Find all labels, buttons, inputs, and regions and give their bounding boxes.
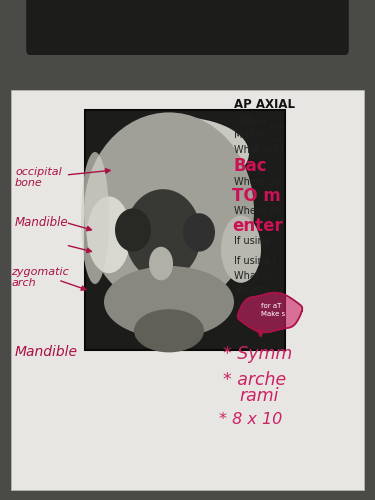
Polygon shape — [238, 292, 302, 333]
Text: enter: enter — [232, 217, 283, 235]
Ellipse shape — [125, 189, 201, 280]
Text: * Symm: * Symm — [223, 345, 292, 363]
Text: If using I: If using I — [234, 256, 276, 266]
Text: MSP is ___: MSP is ___ — [234, 130, 284, 140]
Ellipse shape — [149, 247, 173, 280]
Text: for aT
Make s: for aT Make s — [261, 304, 285, 316]
Text: zygomatic
arch: zygomatic arch — [11, 266, 69, 288]
Ellipse shape — [81, 152, 109, 284]
Text: What is to: What is to — [234, 145, 284, 155]
Text: * 8 x 10: * 8 x 10 — [219, 412, 283, 426]
Text: * arche: * arche — [223, 371, 286, 389]
Text: AP AXIAL: AP AXIAL — [234, 98, 296, 112]
Text: Where de: Where de — [234, 206, 281, 216]
Ellipse shape — [134, 309, 204, 352]
Text: Mandible: Mandible — [15, 346, 78, 360]
Ellipse shape — [221, 216, 261, 283]
Ellipse shape — [109, 117, 249, 189]
Ellipse shape — [183, 213, 215, 252]
Text: rami: rami — [239, 387, 279, 405]
Text: occipital
bone: occipital bone — [15, 166, 62, 188]
Text: What st: What st — [234, 271, 272, 281]
Text: TO m: TO m — [232, 187, 281, 205]
Text: If using C: If using C — [234, 236, 280, 246]
Text: OML is ___: OML is ___ — [234, 116, 285, 126]
Bar — [85, 110, 285, 350]
Text: Bac: Bac — [233, 157, 267, 175]
Ellipse shape — [87, 196, 131, 273]
Bar — [11, 90, 364, 490]
Ellipse shape — [84, 112, 254, 309]
Text: Structu: Structu — [234, 285, 270, 295]
FancyBboxPatch shape — [26, 0, 349, 55]
Ellipse shape — [104, 266, 234, 338]
Ellipse shape — [115, 208, 151, 252]
Text: Mandible: Mandible — [15, 216, 69, 229]
Text: Where do: Where do — [234, 177, 281, 187]
